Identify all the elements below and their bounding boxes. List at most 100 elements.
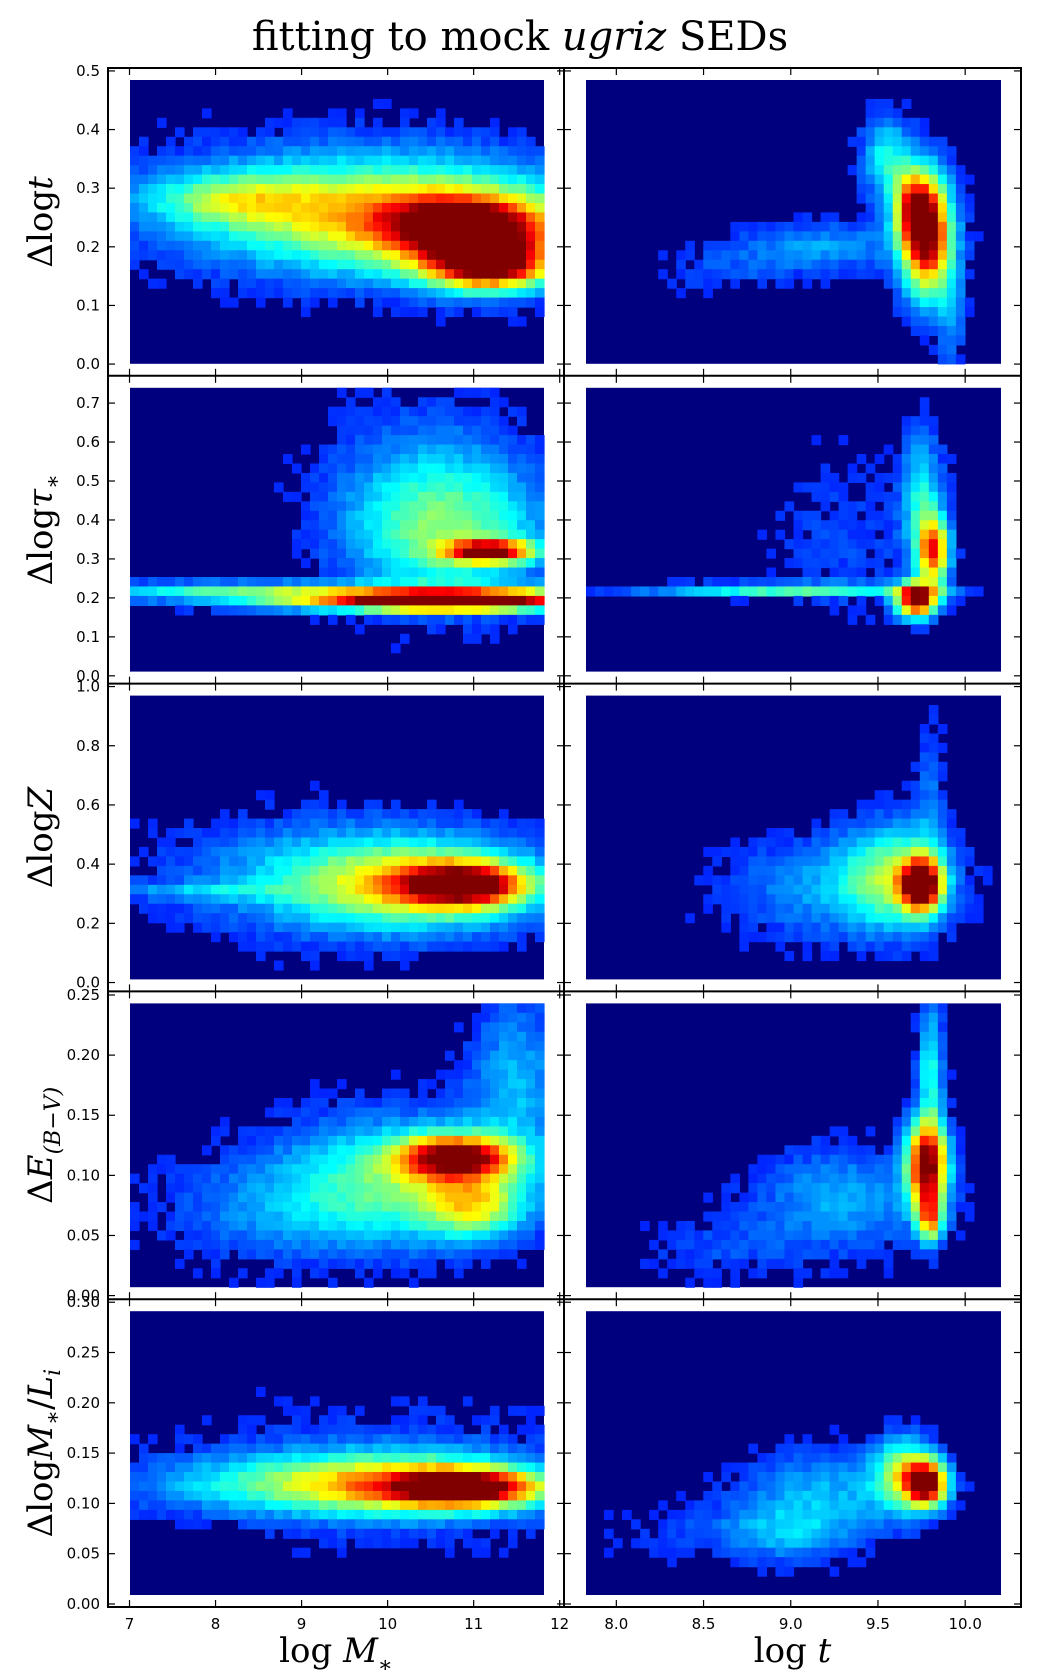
y-tick-label: 0.6 <box>76 796 100 814</box>
heatmap-cell <box>382 1211 392 1222</box>
heatmap-cell <box>337 146 347 157</box>
heatmap-cell <box>472 510 482 521</box>
heatmap-cell <box>748 875 759 886</box>
heatmap-cell <box>757 903 768 914</box>
heatmap-cell <box>463 539 473 550</box>
heatmap-cell <box>400 491 410 502</box>
heatmap-cell <box>865 922 876 933</box>
heatmap-cell <box>382 1107 392 1118</box>
heatmap-cell <box>319 1088 329 1099</box>
heatmap-cell <box>703 278 713 289</box>
heatmap-cell <box>382 221 392 232</box>
heatmap-cell <box>820 491 831 502</box>
heatmap-cell <box>157 1453 167 1464</box>
heatmap-cell <box>391 548 401 559</box>
heatmap-cell <box>802 1211 813 1222</box>
heatmap-cell <box>157 174 167 185</box>
heatmap-cell <box>445 1230 455 1241</box>
heatmap-cell <box>193 856 203 867</box>
heatmap-cell <box>910 799 921 810</box>
heatmap-cell <box>355 146 365 157</box>
heatmap-cell <box>811 1249 822 1260</box>
heatmap-cell <box>946 325 957 337</box>
heatmap-cell <box>418 1192 428 1203</box>
heatmap-cell <box>535 482 545 493</box>
heatmap-cell <box>265 278 275 289</box>
heatmap-cell <box>400 865 410 876</box>
heatmap-cell <box>301 828 311 839</box>
heatmap-cell <box>526 1183 536 1194</box>
heatmap-cell <box>418 1220 428 1232</box>
heatmap-cell <box>757 259 768 270</box>
heatmap-cell <box>499 155 509 166</box>
heatmap-cell <box>337 799 347 810</box>
heatmap-cell <box>409 1211 419 1222</box>
heatmap-cell <box>337 922 347 933</box>
heatmap-cell <box>283 212 293 223</box>
heatmap-cell <box>193 1500 203 1511</box>
heatmap-cell <box>946 828 957 839</box>
heatmap-cell <box>418 846 428 858</box>
heatmap-cell <box>499 146 509 157</box>
heatmap-cell <box>964 875 975 886</box>
heatmap-cell <box>445 1135 455 1146</box>
heatmap-cell <box>748 259 759 270</box>
heatmap-cell <box>265 240 275 251</box>
heatmap-cell <box>202 1509 212 1520</box>
heatmap-cell <box>676 288 686 299</box>
heatmap-cell <box>418 818 428 829</box>
heatmap-cell <box>193 174 203 185</box>
heatmap-cell <box>229 894 239 905</box>
heatmap-cell <box>409 1239 419 1250</box>
heatmap-cell <box>946 1164 957 1175</box>
heatmap-cell <box>157 595 167 606</box>
heatmap-cell <box>427 416 437 427</box>
heatmap-cell <box>148 903 158 914</box>
heatmap-cell <box>364 1192 374 1203</box>
heatmap-cell <box>712 884 722 895</box>
heatmap-cell <box>490 1116 500 1127</box>
heatmap-cell <box>685 240 695 251</box>
heatmap-cell <box>901 269 912 280</box>
heatmap-cell <box>310 1164 320 1175</box>
heatmap-cell <box>964 202 975 214</box>
heatmap-cell <box>391 482 401 493</box>
heatmap-cell <box>184 193 194 204</box>
heatmap-cell <box>463 297 473 308</box>
heatmap-cell <box>220 269 230 280</box>
heatmap-cell <box>463 1249 473 1260</box>
heatmap-cell <box>202 894 212 905</box>
heatmap-cell <box>166 595 176 606</box>
heatmap-cell <box>364 856 374 867</box>
heatmap-cell <box>202 1183 212 1194</box>
heatmap-cell <box>220 1500 230 1511</box>
heatmap-cell <box>391 307 401 318</box>
y-tick-label: 0.25 <box>67 986 100 1004</box>
heatmap-cell <box>391 846 401 858</box>
heatmap-cell <box>166 884 176 895</box>
heatmap-cell <box>739 894 749 905</box>
heatmap-cell <box>337 529 347 540</box>
heatmap-cell <box>373 595 383 606</box>
heatmap-cell <box>238 1509 248 1520</box>
heatmap-cell <box>418 444 428 455</box>
heatmap-cell <box>481 146 491 157</box>
heatmap-cell <box>910 761 921 772</box>
heatmap-cell <box>247 913 257 924</box>
heatmap-cell <box>247 1202 257 1213</box>
heatmap-cell <box>892 922 903 933</box>
heatmap-cell <box>319 1268 329 1279</box>
heatmap-cell <box>418 529 428 540</box>
heatmap-cell <box>139 174 149 185</box>
heatmap-cell <box>130 1220 140 1232</box>
heatmap-cell <box>382 1202 392 1213</box>
heatmap-cell <box>310 491 320 502</box>
heatmap-cell <box>517 454 527 465</box>
heatmap-cell <box>901 491 912 502</box>
heatmap-cell <box>238 165 248 176</box>
heatmap-cell <box>910 913 921 924</box>
heatmap-cell <box>535 463 545 474</box>
heatmap-cell <box>856 548 867 559</box>
heatmap-cell <box>247 278 257 289</box>
heatmap-cell <box>265 1154 275 1165</box>
